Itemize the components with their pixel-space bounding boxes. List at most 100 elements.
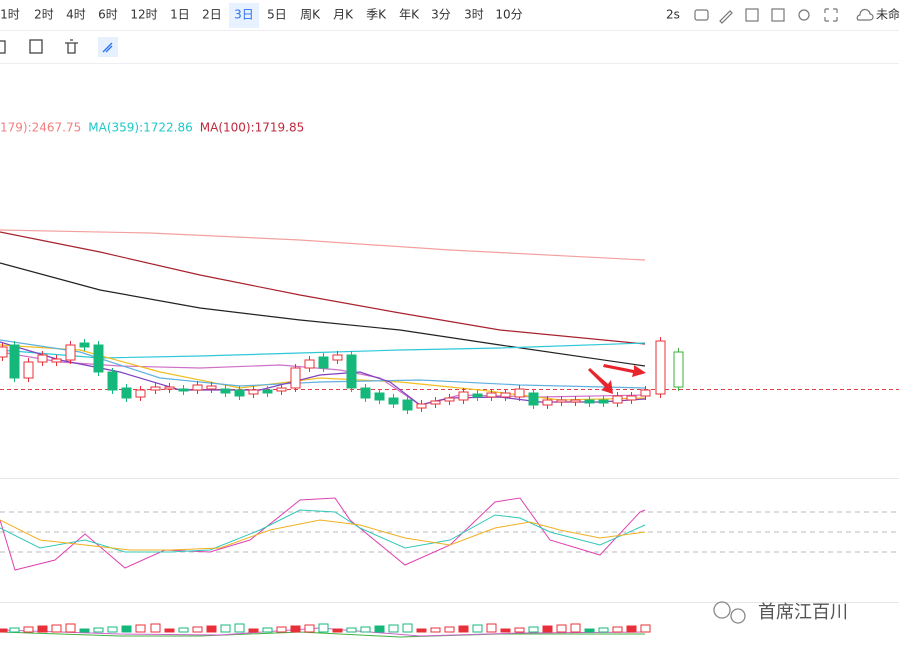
histogram-bar — [416, 628, 427, 633]
candle-body — [486, 392, 497, 398]
tool-icon[interactable] — [102, 42, 113, 53]
candles — [0, 337, 684, 414]
interval-tab[interactable]: 2日 — [202, 8, 222, 22]
candle-body — [318, 356, 329, 369]
histogram-bar — [220, 624, 231, 633]
histogram-bar — [556, 624, 567, 633]
candle-body — [262, 389, 273, 394]
interval-tab[interactable]: 6时 — [98, 8, 118, 22]
annotation-arrows — [588, 364, 646, 394]
tool-icon[interactable] — [0, 40, 6, 54]
candle-body — [374, 392, 385, 401]
candle-body — [346, 354, 357, 389]
candle-body — [192, 384, 203, 391]
arrow — [603, 364, 646, 377]
tool-icon[interactable] — [29, 39, 43, 54]
histogram-bar — [121, 625, 132, 633]
histogram-bar — [332, 628, 343, 633]
settings-icon[interactable] — [798, 9, 810, 21]
histogram-bar — [178, 627, 189, 633]
ma-legend: 179):2467.75 — [0, 121, 81, 135]
histogram-bar — [318, 623, 329, 633]
candle-body — [570, 399, 581, 403]
histogram-bar — [93, 627, 104, 633]
candle-body — [65, 344, 76, 361]
interval-tab[interactable]: 12时 — [130, 8, 157, 22]
histogram-bar — [276, 626, 287, 633]
candle-body — [107, 371, 118, 391]
interval-tab[interactable]: 5日 — [267, 8, 287, 22]
histogram-bar — [346, 627, 357, 633]
histogram-bar — [514, 627, 525, 633]
histogram-bar — [206, 625, 217, 633]
interval-tab[interactable]: 1日 — [170, 8, 190, 22]
indicator-line — [0, 497, 646, 571]
candle-body — [248, 389, 259, 395]
histogram-bar — [290, 625, 301, 633]
indicator-line — [0, 519, 646, 551]
histogram-bar — [65, 623, 76, 633]
refresh-interval[interactable]: 2s — [666, 8, 680, 22]
candle-body — [626, 395, 637, 401]
interval-tab[interactable]: 3分 — [431, 8, 451, 22]
candle-body — [276, 387, 287, 392]
fullscreen-icon[interactable] — [824, 8, 838, 22]
histogram-bar — [304, 624, 315, 633]
indicator-line — [0, 509, 646, 553]
interval-tab[interactable]: 月K — [333, 8, 354, 22]
histogram-bar — [23, 626, 34, 633]
histogram-bar — [37, 625, 48, 633]
histogram-bar — [500, 628, 511, 633]
candle-body — [360, 387, 371, 399]
interval-tab[interactable]: 10分 — [495, 8, 522, 22]
interval-tab[interactable]: 周K — [300, 8, 321, 22]
tool-icon[interactable] — [65, 39, 78, 54]
interval-tab[interactable]: 季K — [366, 8, 387, 22]
candle-body — [51, 358, 62, 363]
interval-tab[interactable]: 3时 — [464, 8, 484, 22]
histogram-bar — [51, 624, 62, 633]
candle-body — [332, 354, 343, 361]
ma-line — [0, 231, 646, 345]
histogram-bar — [234, 623, 245, 633]
candle-body — [164, 386, 175, 390]
interval-tab[interactable]: 1时 — [0, 8, 20, 22]
histogram-bar — [472, 624, 483, 633]
histogram-bar — [542, 625, 553, 633]
candle-body — [220, 388, 231, 394]
interval-tab[interactable]: 3日 — [234, 8, 254, 22]
histogram-bar — [612, 626, 623, 633]
histogram-bar — [248, 628, 259, 633]
candle-body — [556, 399, 567, 403]
candle-body — [121, 387, 132, 399]
watermark-icon — [713, 601, 746, 624]
candle-body — [0, 346, 8, 358]
interval-tab[interactable]: 4时 — [66, 8, 86, 22]
cloud-icon[interactable] — [856, 8, 874, 21]
ma-line — [0, 229, 646, 261]
candle-body — [584, 399, 595, 404]
histogram-bar — [430, 627, 441, 633]
toolbar-icons — [694, 8, 874, 24]
candle-body — [612, 395, 623, 404]
watermark: 首席江百川 — [758, 602, 848, 623]
candle-body — [673, 351, 684, 388]
layout-name[interactable]: 未命 — [876, 7, 899, 22]
histogram-bar — [192, 626, 203, 633]
candle-body — [206, 385, 217, 390]
candle-body — [402, 399, 413, 411]
candle-body — [542, 399, 553, 406]
histogram-bar — [135, 624, 146, 633]
ma-legend: MA(359):1722.86 — [88, 121, 193, 135]
volume-bars — [0, 623, 651, 633]
histogram-bar — [598, 627, 609, 633]
interval-tab[interactable]: 2时 — [34, 8, 54, 22]
pen-icon[interactable] — [719, 10, 733, 24]
ma-lines — [0, 229, 646, 406]
window-icon[interactable] — [745, 8, 759, 22]
camera-icon[interactable] — [694, 9, 709, 21]
save-icon[interactable] — [771, 8, 785, 22]
interval-tab[interactable]: 年K — [399, 8, 420, 22]
histogram-bar — [584, 628, 595, 633]
